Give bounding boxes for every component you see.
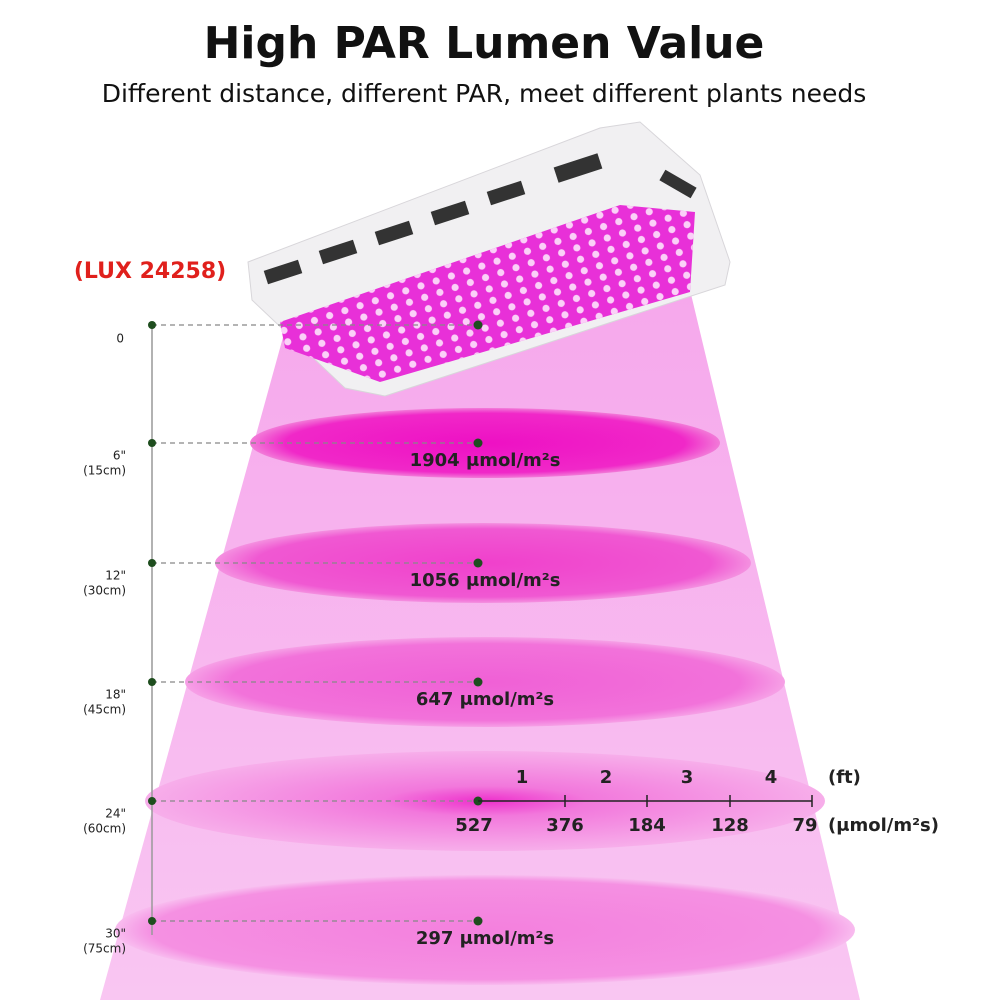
dot xyxy=(473,558,483,568)
dot xyxy=(473,438,483,448)
distance-cm: (45cm) xyxy=(83,703,126,717)
par-label: 184 xyxy=(628,815,666,836)
distance-inch: 0 xyxy=(116,332,124,346)
dot xyxy=(148,559,156,567)
grow-light xyxy=(247,121,731,397)
dot xyxy=(473,320,483,330)
distance-inch: 18" xyxy=(105,688,126,702)
par-value: 647 μmol/m²s xyxy=(416,689,554,710)
par-value: 1056 μmol/m²s xyxy=(410,570,561,591)
dot xyxy=(148,321,156,329)
distance-inch: 12" xyxy=(105,569,126,583)
light-ring xyxy=(215,523,751,603)
distance-inch: 6" xyxy=(113,449,126,463)
par-label: 128 xyxy=(711,815,749,836)
par-label: 527 xyxy=(455,815,493,836)
light-ring xyxy=(250,408,720,478)
title: High PAR Lumen Value xyxy=(204,18,765,69)
distance-cm: (75cm) xyxy=(83,942,126,956)
distance-cm: (30cm) xyxy=(83,584,126,598)
ft-label: 3 xyxy=(681,767,694,788)
ft-label: 2 xyxy=(600,767,613,788)
par-unit: (μmol/m²s) xyxy=(828,815,939,836)
subtitle: Different distance, different PAR, meet … xyxy=(102,79,867,108)
lux-label: (LUX 24258) xyxy=(74,259,226,284)
par-label: 376 xyxy=(546,815,584,836)
dot xyxy=(148,797,156,805)
par-value: 297 μmol/m²s xyxy=(416,928,554,949)
distance-cm: (15cm) xyxy=(83,464,126,478)
dot xyxy=(473,677,483,687)
dot xyxy=(473,916,483,926)
par-value: 1904 μmol/m²s xyxy=(410,450,561,471)
light-ring xyxy=(185,637,785,727)
ft-label: 1 xyxy=(516,767,529,788)
par-label: 79 xyxy=(792,815,817,836)
dot xyxy=(148,917,156,925)
dot xyxy=(148,439,156,447)
distance-inch: 24" xyxy=(105,807,126,821)
ft-label: 4 xyxy=(765,767,778,788)
distance-cm: (60cm) xyxy=(83,822,126,836)
ft-unit: (ft) xyxy=(828,767,861,788)
dot xyxy=(148,678,156,686)
distance-inch: 30" xyxy=(105,927,126,941)
light-ring xyxy=(115,875,855,985)
